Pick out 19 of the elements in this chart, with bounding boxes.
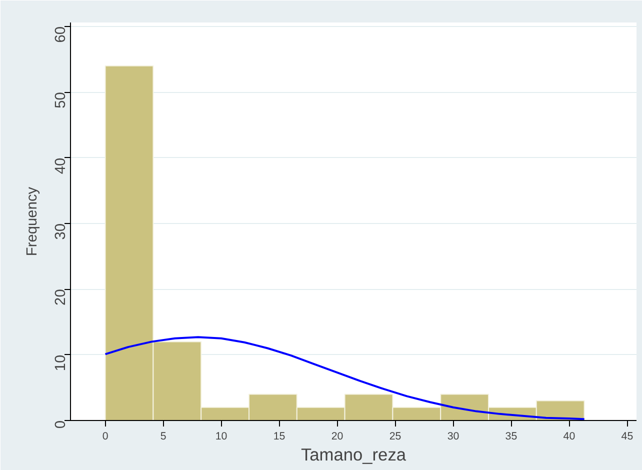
y-tick-label: 50 — [53, 92, 69, 108]
x-tick-label: 25 — [389, 430, 402, 442]
x-tick-label: 40 — [563, 430, 576, 442]
x-tick-label: 0 — [102, 430, 108, 442]
y-axis-title: Frequency — [24, 186, 40, 256]
x-tick-label: 15 — [273, 430, 286, 442]
y-tick-label: 20 — [53, 289, 69, 306]
x-tick-label: 45 — [621, 430, 634, 442]
x-tick-label: 10 — [215, 430, 228, 442]
y-tick-label: 30 — [53, 223, 69, 240]
x-axis-title: Tamano_reza — [301, 444, 406, 464]
y-tick-label: 40 — [53, 158, 69, 174]
y-tick-label: 10 — [53, 354, 69, 372]
x-tick-label: 20 — [331, 430, 344, 442]
x-tick-label: 30 — [447, 430, 460, 442]
y-tick-label: 0 — [53, 420, 69, 429]
x-tick-label: 5 — [160, 430, 166, 442]
y-tick-label: 60 — [53, 26, 69, 43]
x-tick-label: 35 — [505, 430, 518, 442]
